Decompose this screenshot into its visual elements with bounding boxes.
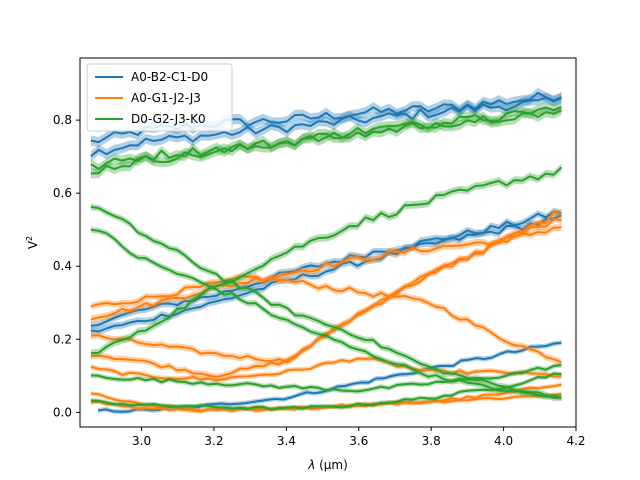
y-axis-title: V2 bbox=[25, 236, 40, 249]
series-13-line bbox=[90, 109, 562, 175]
series-16 bbox=[90, 226, 562, 401]
legend-label-2: D0-G2-J3-K0 bbox=[131, 112, 206, 126]
axes: 3.0 3.2 3.4 3.6 3.8 4.0 4.2 0.0 0.2 0.4 0.6 0.8 λ (μ… bbox=[25, 57, 586, 472]
x-tick-label: 3.0 bbox=[132, 434, 151, 448]
series-17 bbox=[90, 362, 562, 394]
series-14-error-band bbox=[90, 163, 562, 357]
x-axis-title: λ (μm) bbox=[307, 458, 348, 472]
legend-label-1: A0-G1-J2-J3 bbox=[131, 91, 201, 105]
series-1-error-band bbox=[90, 92, 562, 162]
x-axis-title-symbol: λ bbox=[307, 458, 315, 472]
series-14-line bbox=[90, 166, 563, 355]
series-6-line bbox=[90, 226, 562, 321]
plot-area bbox=[90, 87, 563, 415]
y-axis-title-superscript: 2 bbox=[25, 236, 34, 241]
series-8 bbox=[90, 215, 562, 381]
series-5 bbox=[90, 273, 562, 366]
x-tick-label: 4.0 bbox=[494, 434, 513, 448]
legend-label-0: A0-B2-C1-D0 bbox=[131, 70, 208, 84]
series-1-line bbox=[90, 96, 562, 158]
series-9-error-band bbox=[90, 355, 562, 383]
y-axis-title-base: V bbox=[26, 240, 40, 249]
x-tick-label: 3.8 bbox=[422, 434, 441, 448]
x-axis-title-unit: (μm) bbox=[315, 458, 348, 472]
axes-frame bbox=[79, 57, 577, 428]
x-tick-label: 3.6 bbox=[349, 434, 368, 448]
series-17-line bbox=[90, 364, 562, 393]
y-tick-label: 0.0 bbox=[53, 405, 72, 419]
x-tick-label: 3.4 bbox=[277, 434, 296, 448]
series-15-line bbox=[90, 205, 562, 399]
y-tick-label: 0.6 bbox=[53, 186, 72, 200]
series-18-line bbox=[90, 372, 562, 411]
series-17-error-band bbox=[90, 362, 562, 394]
legend-box bbox=[86, 63, 233, 132]
series-8-line bbox=[90, 218, 562, 378]
series-18 bbox=[90, 371, 562, 412]
x-tick-label: 3.2 bbox=[204, 434, 223, 448]
legend: A0-B2-C1-D0 A0-G1-J2-J3 D0-G2-J3-K0 bbox=[86, 63, 233, 132]
series-1 bbox=[90, 92, 562, 162]
series-14 bbox=[90, 163, 563, 357]
series-12-line bbox=[90, 106, 562, 170]
y-tick-label: 0.2 bbox=[53, 332, 72, 346]
y-tick-label: 0.4 bbox=[53, 259, 72, 273]
series-16-line bbox=[90, 228, 562, 399]
y-tick-label: 0.8 bbox=[53, 113, 72, 127]
series-6-error-band bbox=[90, 223, 562, 324]
series-0-error-band bbox=[90, 87, 562, 148]
series-6 bbox=[90, 223, 562, 324]
x-tick-label: 4.2 bbox=[566, 434, 585, 448]
series-5-line bbox=[90, 275, 562, 364]
series-13 bbox=[90, 105, 562, 179]
series-15 bbox=[90, 203, 562, 402]
